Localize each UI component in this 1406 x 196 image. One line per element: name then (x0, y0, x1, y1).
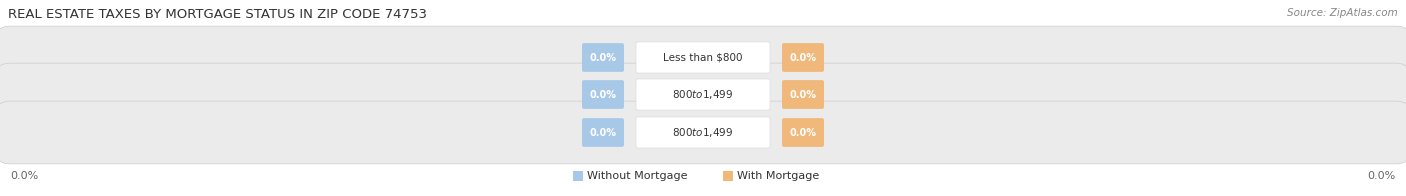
Text: 0.0%: 0.0% (790, 128, 817, 138)
Text: 0.0%: 0.0% (589, 53, 616, 63)
FancyBboxPatch shape (0, 101, 1406, 164)
Text: Without Mortgage: Without Mortgage (586, 171, 688, 181)
FancyBboxPatch shape (782, 43, 824, 72)
FancyBboxPatch shape (582, 118, 624, 147)
FancyBboxPatch shape (723, 171, 733, 181)
Text: 0.0%: 0.0% (589, 90, 616, 100)
FancyBboxPatch shape (636, 42, 770, 73)
Text: 0.0%: 0.0% (790, 90, 817, 100)
Text: REAL ESTATE TAXES BY MORTGAGE STATUS IN ZIP CODE 74753: REAL ESTATE TAXES BY MORTGAGE STATUS IN … (8, 8, 427, 21)
FancyBboxPatch shape (782, 118, 824, 147)
Text: Source: ZipAtlas.com: Source: ZipAtlas.com (1288, 8, 1398, 18)
Text: 0.0%: 0.0% (1368, 171, 1396, 181)
FancyBboxPatch shape (574, 171, 583, 181)
FancyBboxPatch shape (582, 80, 624, 109)
Text: Less than $800: Less than $800 (664, 53, 742, 63)
FancyBboxPatch shape (782, 80, 824, 109)
FancyBboxPatch shape (0, 63, 1406, 126)
Text: 0.0%: 0.0% (589, 128, 616, 138)
Text: With Mortgage: With Mortgage (737, 171, 820, 181)
FancyBboxPatch shape (636, 79, 770, 110)
FancyBboxPatch shape (636, 117, 770, 148)
Text: $800 to $1,499: $800 to $1,499 (672, 126, 734, 139)
Text: 0.0%: 0.0% (790, 53, 817, 63)
FancyBboxPatch shape (582, 43, 624, 72)
Text: 0.0%: 0.0% (10, 171, 38, 181)
Text: $800 to $1,499: $800 to $1,499 (672, 88, 734, 101)
FancyBboxPatch shape (0, 26, 1406, 89)
